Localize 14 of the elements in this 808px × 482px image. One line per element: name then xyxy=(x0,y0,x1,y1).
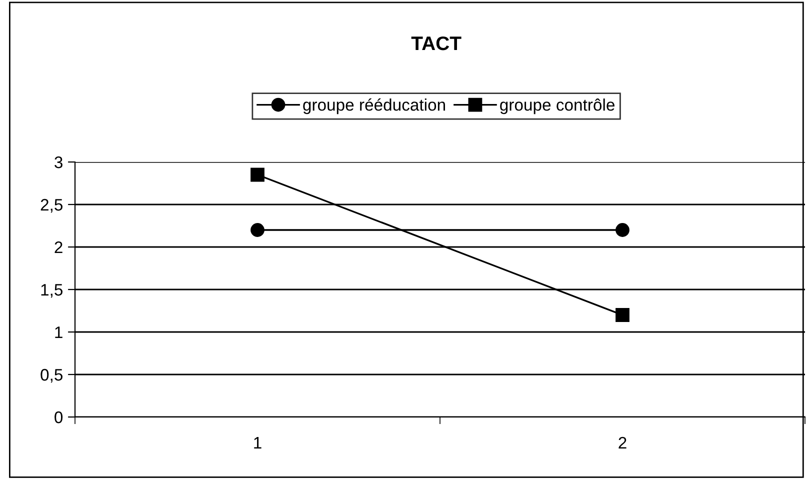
y-tick-label: 1,5 xyxy=(41,284,62,298)
y-tick-label: 1 xyxy=(55,326,62,338)
y-tick-label: 0 xyxy=(54,411,63,424)
y-tick-label: 3 xyxy=(54,156,62,168)
chart-title: TACT xyxy=(411,36,462,50)
point xyxy=(616,308,630,322)
legend-label: groupe rééducation xyxy=(303,98,445,114)
y-tick-label: 0,5 xyxy=(40,368,62,383)
legend-label: groupe contrôle xyxy=(500,98,614,114)
point xyxy=(250,223,264,237)
y-tick-label: 2 xyxy=(54,241,62,254)
point xyxy=(250,168,264,182)
point xyxy=(616,223,630,237)
y-tick-label: 2,5 xyxy=(40,198,62,213)
